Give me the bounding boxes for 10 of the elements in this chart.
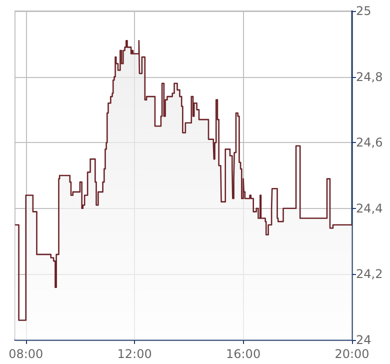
y-tick-label: 24,8 <box>356 70 383 84</box>
y-tick-label: 24,2 <box>356 267 383 282</box>
y-tick-label: 24 <box>356 333 372 347</box>
x-tick-label: 20:00 <box>334 347 370 361</box>
y-tick-label: 24,4 <box>356 201 383 216</box>
y-tick-label: 25 <box>356 4 372 18</box>
x-tick-label: 08:00 <box>8 347 44 361</box>
y-tick-label: 24,6 <box>356 136 383 150</box>
x-tick-label: 12:00 <box>117 347 152 361</box>
x-tick-label: 16:00 <box>226 347 261 361</box>
